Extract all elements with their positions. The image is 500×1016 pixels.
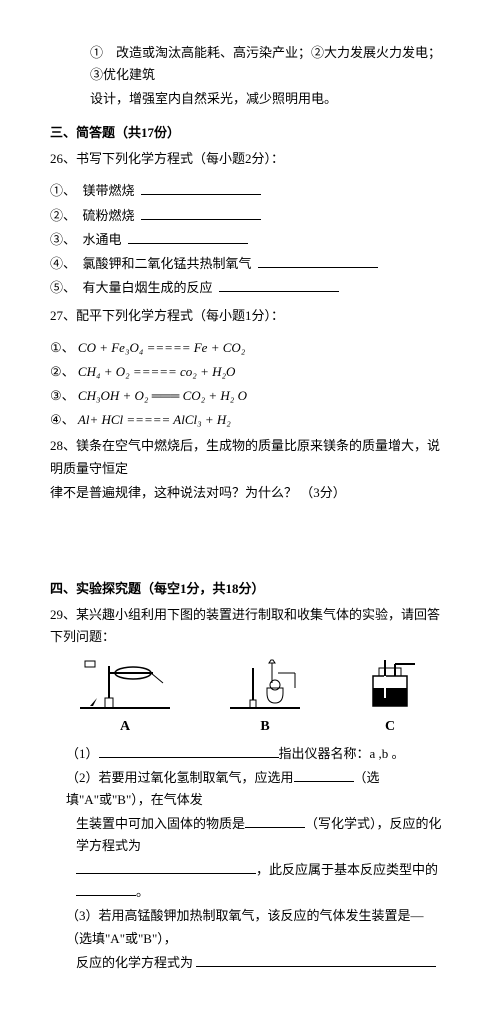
q26-2: ②、 硫粉燃烧 (50, 205, 450, 227)
blank-29-2b[interactable] (245, 814, 305, 828)
figure-c: C (355, 658, 425, 739)
q26-5: ⑤、 有大量白烟生成的反应 (50, 277, 450, 299)
section-3-title: 三、简答题（共17份） (50, 122, 450, 144)
figure-a-label: A (75, 715, 175, 739)
blank-29-2d[interactable] (76, 882, 136, 896)
figure-b: B (225, 658, 305, 739)
q29-1: （1）指出仪器名称：a ,b 。 (50, 743, 450, 765)
q26-4: ④、 氯酸钾和二氧化锰共热制氧气 (50, 253, 450, 275)
top-note-2: 设计，增强室内自然采光，减少照明用电。 (90, 88, 450, 110)
circ1: ① (90, 45, 103, 60)
q26-3: ③、 水通电 (50, 229, 450, 251)
q29-2-line3: ，此反应属于基本反应类型中的。 (50, 859, 450, 903)
q29-2-line2: 生装置中可加入固体的物质是（写化学式），反应的化学方程式为 (50, 813, 450, 857)
blank-26-4[interactable] (258, 254, 378, 268)
blank-26-2[interactable] (141, 206, 261, 220)
blank-29-3[interactable] (196, 953, 436, 967)
q29-3-line2: 反应的化学方程式为 (50, 952, 450, 974)
q27-2: ②、 CH₄ + O₂ ===== co₂ + H₂O (50, 361, 450, 383)
blank-26-1[interactable] (141, 181, 261, 195)
figure-b-label: B (225, 715, 305, 739)
blank-29-2c[interactable] (76, 860, 256, 874)
figure-row: A B C (50, 658, 450, 739)
q26-1: ①、 镁带燃烧 (50, 180, 450, 202)
q29-3-line1: （3）若用高锰酸钾加热制取氧气，该反应的气体发生装置是— （选填"A"或"B"）… (50, 905, 450, 949)
q26-header: 26、书写下列化学方程式（每小题2分）： (50, 148, 450, 170)
q27-header: 27、配平下列化学方程式（每小题1分）： (50, 305, 450, 327)
blank-26-5[interactable] (219, 278, 339, 292)
figure-c-label: C (355, 715, 425, 739)
apparatus-c-icon (355, 658, 425, 713)
q29-2-line1: （2）若要用过氧化氢制取氧气，应选用（选填"A"或"B"），在气体发 (50, 767, 450, 811)
section-4-title: 四、实验探究题（每空1分，共18分） (50, 578, 450, 600)
q27-4: ④、 Al+ HCl ===== AlCl₃ + H₂ (50, 409, 450, 431)
q28-line2: 律不是普遍规律，这种说法对吗？为什么？ （3分） (50, 482, 450, 504)
blank-26-3[interactable] (128, 230, 248, 244)
top-note-1: ① 改造或淘汰高能耗、高污染产业；②大力发展火力发电；③优化建筑 (90, 42, 450, 86)
figure-a: A (75, 658, 175, 739)
q27-3: ③、 CH₃OH + O₂ ═══ CO₂ + H₂ O (50, 385, 450, 407)
blank-29-1[interactable] (99, 744, 279, 758)
blank-29-2a[interactable] (294, 768, 354, 782)
q27-1: ①、 CO + Fe₃O₄ ===== Fe + CO₂ (50, 337, 450, 359)
apparatus-a-icon (75, 658, 175, 713)
q29-header: 29、某兴趣小组利用下图的装置进行制取和收集气体的实验，请回答下列问题： (50, 604, 450, 648)
apparatus-b-icon (225, 658, 305, 713)
q28-line1: 28、镁条在空气中燃烧后，生成物的质量比原来镁条的质量增大，说明质量守恒定 (50, 435, 450, 479)
